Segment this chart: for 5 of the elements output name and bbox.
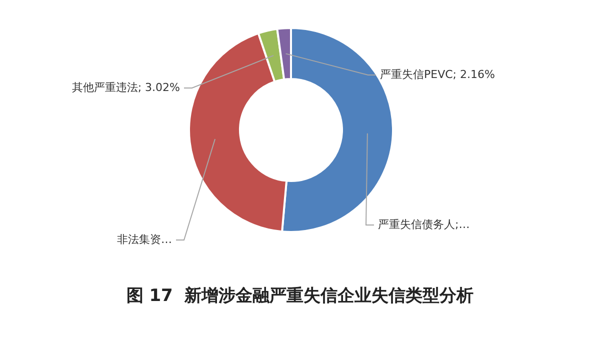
slice-label: 严重失信PEVC; 2.16% <box>380 68 495 81</box>
slice-label: 非法集资… <box>117 232 172 246</box>
slice-label: 严重失信债务人;… <box>378 218 470 231</box>
slice-label: 其他严重违法; 3.02% <box>72 80 180 94</box>
text: 图 17 新增涉金融严重失信企业失信类型分析 <box>125 285 475 307</box>
